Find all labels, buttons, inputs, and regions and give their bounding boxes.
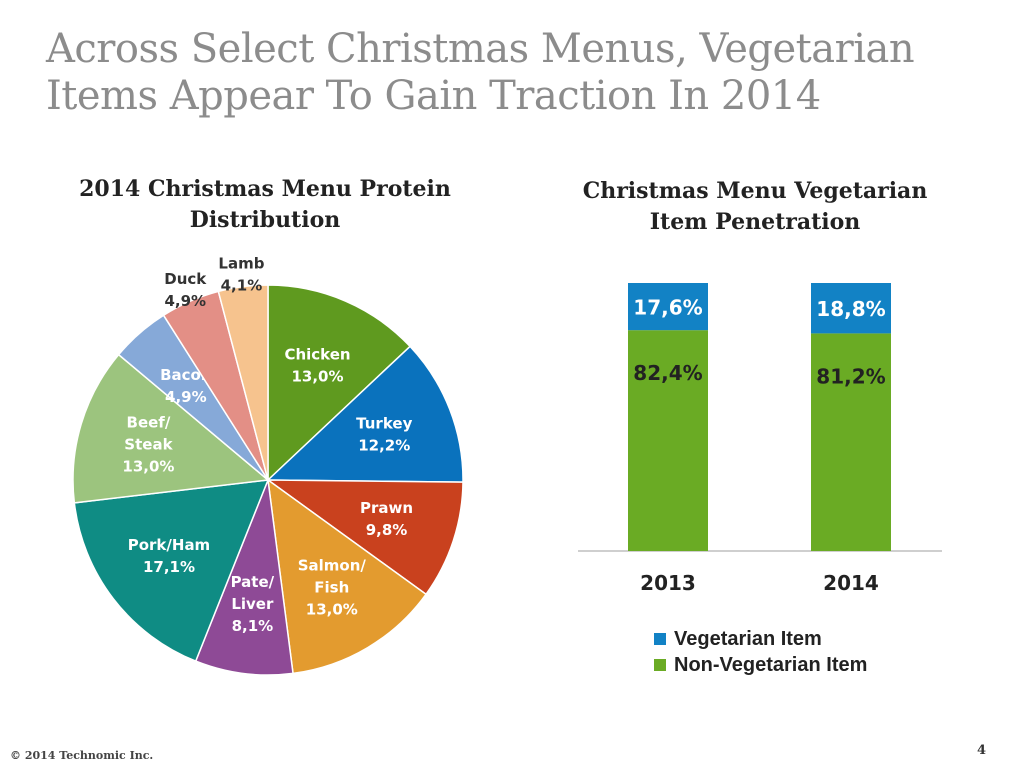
slide-title-line-1: Across Select Christmas Menus, Vegetaria… <box>46 26 915 72</box>
pie-label-turkey-line: 12,2% <box>358 437 410 455</box>
pie-label-pate-liver-line: Liver <box>231 595 274 613</box>
pie-label-salmon-fish-line: Fish <box>314 578 349 596</box>
pie-label-prawn-line: 9,8% <box>366 521 408 539</box>
pie-label-prawn: Prawn 9,8% <box>360 499 413 539</box>
pie-label-bacon: Bacon 4,9% <box>160 366 211 406</box>
pie-slice-turkey <box>266 345 464 483</box>
pie-label-duck: Duck 4,9% <box>164 270 207 310</box>
pie-label-prawn-line: Prawn <box>360 499 413 517</box>
pie-label-beef-steak-line: 13,0% <box>122 457 174 475</box>
pie-label-lamb: Lamb 4,1% <box>218 255 264 295</box>
vegetarian-bar-chart: 82,4% 17,6% 2013 81,2% 18,8% 2014 <box>578 283 942 595</box>
bar-non-vegetarian-item-2014 <box>811 333 891 551</box>
page-number: 4 <box>976 743 986 758</box>
legend-swatch-non-vegetarian <box>654 659 666 671</box>
pie-slice-lamb <box>217 284 269 481</box>
legend-item-vegetarian: Vegetarian Item <box>654 626 867 652</box>
pie-label-salmon-fish-line: 13,0% <box>306 600 358 618</box>
legend-label-vegetarian: Vegetarian Item <box>674 627 822 650</box>
bar-value-label-non-vegetarian-item-2014: 81,2% <box>816 364 885 388</box>
pie-label-pate-liver: Pate/Liver 8,1% <box>231 573 275 635</box>
bar-vegetarian-item-2013 <box>628 283 708 331</box>
pie-label-pate-liver-line: 8,1% <box>232 617 274 635</box>
pie-label-lamb-line: 4,1% <box>221 277 263 295</box>
bar-chart-legend: Vegetarian Item Non-Vegetarian Item <box>654 626 867 678</box>
bar-value-label-vegetarian-item-2014: 18,8% <box>816 297 885 321</box>
pie-chart-title-line-2: Distribution <box>189 207 341 233</box>
footer-copyright: © 2014 Technomic Inc. <box>10 749 154 762</box>
pie-label-pate-liver-line: Pate/ <box>231 573 275 591</box>
bar-vegetarian-item-2014 <box>811 283 891 334</box>
bar-value-label-vegetarian-item-2013: 17,6% <box>633 296 702 320</box>
x-tick-label-2013: 2013 <box>640 571 696 595</box>
bar-non-vegetarian-item-2013 <box>628 330 708 551</box>
pie-label-salmon-fish-line: Salmon/ <box>298 556 367 574</box>
pie-slice-pate-liver <box>194 477 294 676</box>
pie-label-pork-ham-line: 17,1% <box>143 558 195 576</box>
legend-item-non-vegetarian: Non-Vegetarian Item <box>654 652 867 678</box>
pie-label-chicken-line: 13,0% <box>291 367 343 385</box>
protein-pie-chart: Chicken 13,0% Turkey 12,2% Prawn 9,8% Salmon/F… <box>72 255 464 676</box>
pie-slice-prawn <box>265 479 464 596</box>
pie-slice-beef-steak <box>72 353 270 504</box>
pie-label-beef-steak-line: Steak <box>124 435 173 453</box>
pie-slice-pork-ham <box>73 479 270 663</box>
bar-value-label-non-vegetarian-item-2013: 82,4% <box>633 361 702 385</box>
pie-label-beef-steak: Beef/Steak 13,0% <box>122 413 174 475</box>
pie-label-lamb-line: Lamb <box>218 255 264 273</box>
x-tick-label-2014: 2014 <box>823 571 879 595</box>
pie-label-turkey-line: Turkey <box>356 415 412 433</box>
slide-title-line-2: Items Appear To Gain Traction In 2014 <box>46 73 821 119</box>
pie-label-salmon-fish: Salmon/Fish 13,0% <box>298 556 367 618</box>
pie-slice-chicken <box>267 284 412 482</box>
slide-title: Across Select Christmas Menus, Vegetaria… <box>46 26 1006 120</box>
pie-label-duck-line: Duck <box>164 270 207 288</box>
pie-label-pork-ham: Pork/Ham 17,1% <box>128 536 210 576</box>
pie-label-pork-ham-line: Pork/Ham <box>128 536 210 554</box>
legend-label-non-vegetarian: Non-Vegetarian Item <box>674 653 868 676</box>
pie-label-beef-steak-line: Beef/ <box>127 413 171 431</box>
pie-slice-salmon-fish <box>267 478 428 675</box>
pie-label-duck-line: 4,9% <box>164 292 206 310</box>
pie-chart-title: 2014 Christmas Menu Protein Distribution <box>45 174 485 236</box>
pie-label-chicken: Chicken 13,0% <box>284 345 350 385</box>
pie-label-chicken-line: Chicken <box>284 345 350 363</box>
bar-chart-title: Christmas Menu Vegetarian Item Penetrati… <box>540 176 970 238</box>
pie-label-turkey: Turkey 12,2% <box>356 415 412 455</box>
pie-label-bacon-line: 4,9% <box>165 388 207 406</box>
bar-chart-title-line-2: Item Penetration <box>649 209 861 235</box>
bar-chart-title-line-1: Christmas Menu Vegetarian <box>582 178 928 204</box>
legend-swatch-vegetarian <box>654 633 666 645</box>
pie-chart-title-line-1: 2014 Christmas Menu Protein <box>79 176 451 202</box>
